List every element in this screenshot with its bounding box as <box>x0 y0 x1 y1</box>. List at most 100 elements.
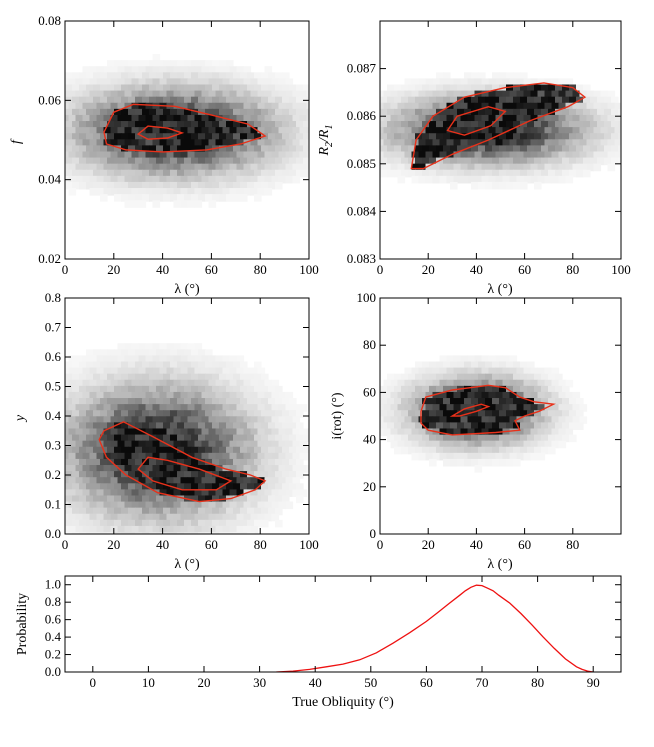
density-cell <box>145 151 154 160</box>
density-cell <box>240 145 248 153</box>
density-cell <box>184 458 192 467</box>
density-cell <box>506 410 514 418</box>
density-cell <box>555 373 563 382</box>
contour-outer <box>103 103 267 153</box>
density-cell <box>236 175 245 184</box>
density-cell <box>271 428 280 437</box>
density-cell <box>429 108 437 117</box>
density-cell <box>506 385 514 394</box>
density-cell <box>114 145 122 153</box>
density-cell <box>205 483 213 491</box>
density-cell <box>100 434 108 443</box>
density-cell <box>387 398 395 406</box>
density-cell <box>187 343 196 351</box>
density-cell <box>194 391 203 400</box>
density-cell <box>93 361 101 370</box>
density-cell <box>422 361 430 370</box>
density-cell <box>131 139 140 147</box>
density-cell <box>89 513 98 522</box>
density-cell <box>464 361 472 370</box>
density-cell <box>278 175 287 184</box>
density-cell <box>170 361 178 370</box>
density-cell <box>275 72 283 80</box>
density-cell <box>173 452 182 461</box>
density-cell <box>425 90 434 99</box>
density-cell <box>96 127 105 135</box>
density-cell <box>401 169 409 178</box>
density-cell <box>236 163 245 172</box>
density-cell <box>166 404 175 412</box>
density-cell <box>163 410 171 418</box>
density-cell <box>89 440 98 449</box>
density-cell <box>128 483 136 491</box>
density-cell <box>222 428 231 437</box>
density-cell <box>611 108 619 117</box>
density-cell <box>138 151 147 160</box>
density-cell <box>114 471 122 479</box>
density-cell <box>194 428 203 437</box>
density-cell <box>107 446 115 455</box>
density-cell <box>163 373 171 382</box>
density-cell <box>121 72 129 80</box>
density-cell <box>96 416 105 424</box>
density-cell <box>82 90 91 99</box>
density-cell <box>520 434 528 443</box>
density-cell <box>474 440 483 449</box>
density-cell <box>219 72 227 80</box>
density-cell <box>282 410 290 418</box>
density-cell <box>187 416 196 424</box>
density-cell <box>579 163 588 172</box>
density-cell <box>121 434 129 443</box>
density-cell <box>65 391 70 400</box>
density-cell <box>177 373 185 382</box>
density-cell <box>75 127 84 135</box>
density-cell <box>474 78 483 86</box>
density-cell <box>184 398 192 406</box>
density-cell <box>117 513 126 522</box>
density-cell <box>229 163 238 172</box>
density-cell <box>243 428 252 437</box>
density-cell <box>180 127 189 135</box>
density-cell <box>397 127 406 135</box>
density-cell <box>285 416 294 424</box>
density-cell <box>103 489 112 497</box>
density-cell <box>131 440 140 449</box>
density-cell <box>544 367 553 376</box>
density-cell <box>86 507 94 516</box>
density-cell <box>257 139 266 147</box>
density-cell <box>121 519 129 528</box>
density-cell <box>173 175 182 184</box>
density-cell <box>264 78 273 86</box>
density-cell <box>432 416 441 424</box>
density-cell <box>558 151 567 160</box>
density-cell <box>93 471 101 479</box>
density-cell <box>292 175 301 184</box>
density-cell <box>100 483 108 491</box>
density-cell <box>177 446 185 455</box>
density-cell <box>65 422 73 430</box>
density-cell <box>558 114 567 123</box>
density-cell <box>114 422 122 430</box>
density-cell <box>145 66 154 74</box>
density-cell <box>201 391 210 400</box>
density-cell <box>408 96 416 105</box>
density-cell <box>201 477 210 485</box>
density-cell <box>387 373 395 382</box>
density-cell <box>474 391 483 400</box>
density-cell <box>481 127 490 135</box>
density-cell <box>275 507 283 516</box>
density-cell <box>544 139 553 147</box>
density-cell <box>562 385 570 394</box>
density-cell <box>177 169 185 178</box>
density-cell <box>544 379 553 388</box>
density-cell <box>296 108 304 117</box>
density-cell <box>425 428 434 437</box>
density-cell <box>492 373 500 382</box>
density-cell <box>184 181 192 190</box>
density-cell <box>264 465 273 473</box>
density-cell <box>481 90 490 99</box>
density-cell <box>390 428 399 437</box>
density-cell <box>124 513 133 522</box>
density-cell <box>194 404 203 412</box>
density-cell <box>191 434 199 443</box>
